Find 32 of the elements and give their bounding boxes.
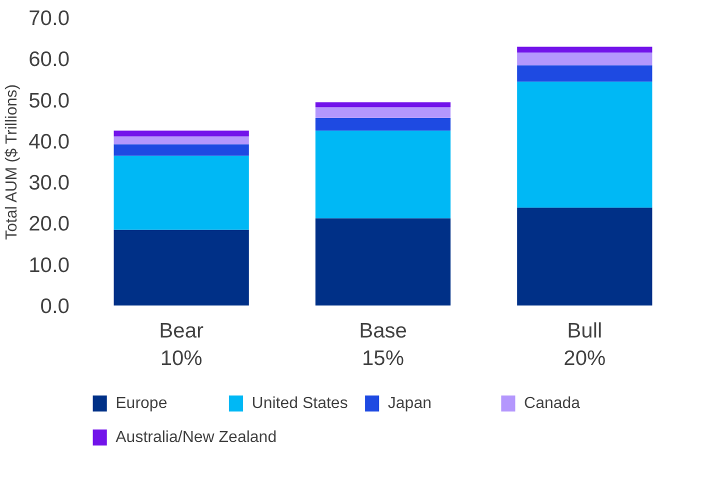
bar [517, 208, 652, 306]
legend-label: Canada [524, 395, 580, 412]
legend-label: Japan [388, 395, 432, 412]
bar [315, 130, 451, 218]
legend-label: Europe [116, 395, 168, 412]
x-tick-label: Base 15% [359, 320, 407, 370]
bar [517, 82, 652, 208]
y-tick-label: 20.0 [28, 212, 70, 236]
bar [517, 65, 652, 82]
bar [315, 102, 451, 108]
bar [315, 118, 451, 131]
y-tick-label: 10.0 [28, 254, 70, 277]
y-axis-title: Total AUM ($ Trillions) [4, 84, 21, 240]
y-tick-label: 0.0 [40, 295, 70, 318]
bar [315, 107, 451, 118]
y-tick-label: 70.0 [28, 7, 70, 30]
y-tick-label: 40.0 [28, 130, 70, 154]
legend-label: United States [252, 395, 348, 412]
bar [114, 230, 249, 306]
y-tick-label: 50.0 [28, 89, 70, 112]
bar [315, 218, 451, 306]
y-tick-label: 60.0 [28, 48, 70, 72]
bar [517, 52, 652, 66]
x-tick-label: Bear 10% [159, 320, 204, 370]
legend-label: Australia/New Zealand [116, 429, 277, 446]
x-tick-label: Bull 20% [564, 320, 606, 370]
bar [114, 130, 249, 136]
bar [114, 144, 249, 156]
y-tick-label: 30.0 [28, 172, 70, 195]
bar [517, 46, 652, 52]
bar [114, 136, 249, 144]
bar [114, 156, 249, 230]
